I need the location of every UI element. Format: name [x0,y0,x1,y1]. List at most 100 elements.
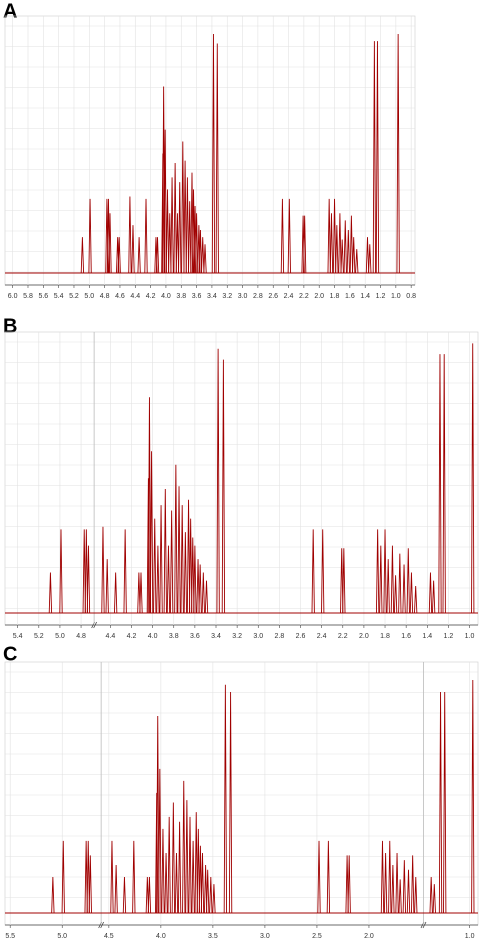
x-tick-label: 5.2 [69,293,79,300]
peak [201,237,205,274]
peak [80,237,85,274]
peak [186,499,191,614]
peak [174,464,178,614]
peak [181,141,185,274]
x-tick-label: 2.0 [364,933,374,940]
peak [113,572,118,614]
peak [137,572,141,614]
peak [165,189,170,274]
peak [169,510,174,614]
peak [48,572,53,614]
x-tick-label: 5.2 [34,633,44,640]
peak [128,196,132,274]
peak [114,864,118,914]
peak [414,876,418,914]
peak [132,840,136,914]
peak [82,529,86,614]
x-tick-label: 3.6 [190,633,200,640]
peak [153,518,157,614]
peak [159,505,163,614]
peak [137,237,141,274]
peak [345,855,349,914]
peak [406,548,410,614]
peak [200,852,205,914]
peak [101,526,105,614]
peak [191,537,195,614]
peak [182,780,186,914]
peak [398,553,402,614]
peak [183,160,187,274]
x-tick-label: 2.4 [284,293,294,300]
peak [287,198,291,274]
peak [411,855,415,914]
x-tick-label: 3.4 [211,633,221,640]
x-tick-label: 2.8 [253,293,263,300]
x-tick-label: 3.0 [238,293,248,300]
peak [443,692,447,914]
peak [393,575,398,614]
peak [108,213,112,274]
peak [183,532,188,614]
x-tick-label: 1.8 [330,293,340,300]
x-tick-label: 3.2 [232,633,242,640]
peak [194,213,199,274]
x-tick-label: 3.8 [176,293,186,300]
x-tick-label: 4.0 [156,933,166,940]
peak [398,879,402,914]
peak [145,876,149,914]
peak [185,800,189,914]
x-tick-label: 2.5 [312,933,322,940]
peak [156,545,160,614]
peak [61,840,65,914]
x-tick-label: 5.6 [38,293,48,300]
peak [198,229,203,274]
peak [110,840,114,914]
peak [355,249,359,274]
peak [196,559,200,614]
peak [168,213,172,274]
peak [203,864,208,914]
peak [346,229,350,274]
peak [326,840,331,914]
peak [391,864,395,914]
peak [432,884,436,914]
peak [166,545,171,614]
x-tick-label: 1.0 [465,633,475,640]
peak [84,529,88,614]
peak [139,572,143,614]
peak [321,529,325,614]
peak [117,237,121,274]
peak [471,680,475,914]
peak [340,548,344,614]
x-tick-label: 2.0 [359,633,369,640]
peak [174,852,179,914]
peak [317,840,321,914]
peak [402,564,406,614]
x-tick-label: 5.0 [57,933,67,940]
x-tick-label: 1.2 [376,293,386,300]
peak [338,213,342,274]
x-tick-label: 2.8 [275,633,285,640]
x-tick-label: 1.0 [465,933,475,940]
peak [84,840,88,914]
x-tick-label: 2.4 [317,633,327,640]
peak [155,792,159,914]
peak [131,225,135,274]
peak [414,586,418,614]
peak [156,716,160,914]
peak [471,343,475,614]
peak [59,529,63,614]
x-tick-label: 5.5 [5,933,15,940]
peak [352,237,356,274]
x-tick-label: 4.8 [100,293,110,300]
x-tick-label: 2.0 [314,293,324,300]
x-tick-label: 6.0 [8,293,18,300]
x-tick-label: 4.8 [76,633,86,640]
peak [191,840,195,914]
peak [196,828,200,914]
peak [180,505,184,614]
x-tick-label: 4.0 [148,633,158,640]
x-tick-label: 2.6 [268,293,278,300]
peak [201,572,205,614]
peak [428,572,433,614]
